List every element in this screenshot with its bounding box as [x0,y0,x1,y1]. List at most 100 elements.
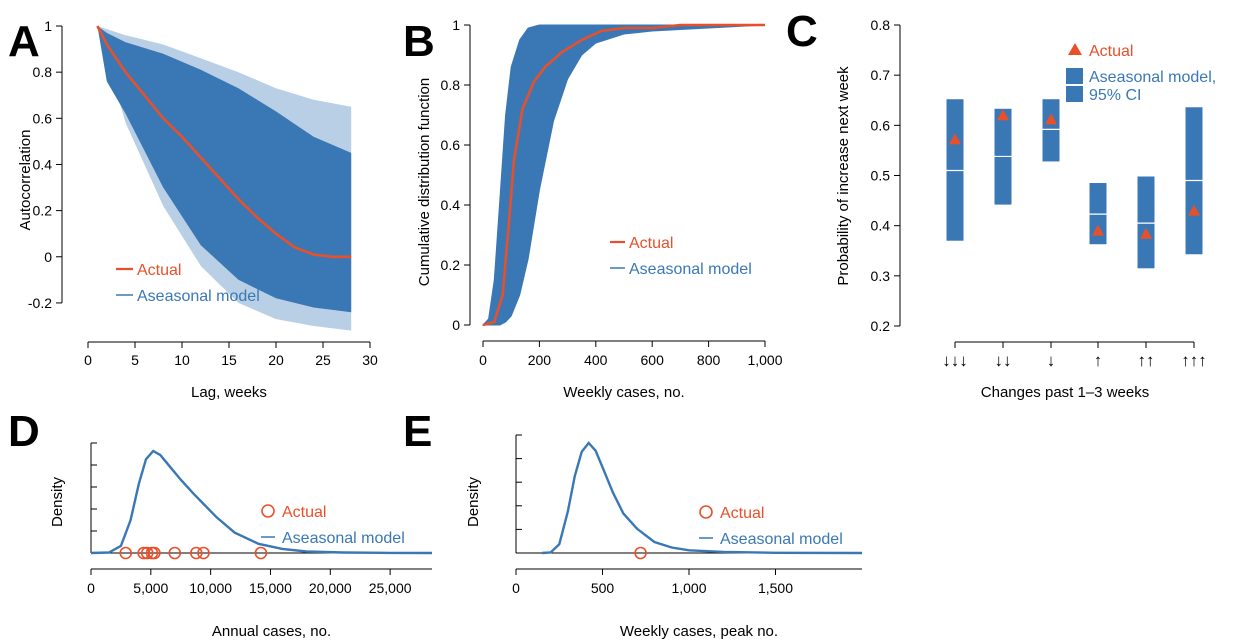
panel-c-ci-bar [1137,176,1155,269]
panel-b-actual-line [482,23,765,327]
panel-c-y-tick-label: 0.5 [871,168,891,184]
panel-c-y-tick-label: 0.4 [871,218,891,234]
panel-b-legend-model-label: Aseasonal model [629,261,752,278]
panel-c-legend-model-swatch-1 [1066,68,1083,84]
panel-d-legend-actual-label: Actual [282,504,326,521]
panel-d-chart: D 0 5,000 10,000 15,000 20,000 25,000 Annual ca… [8,407,433,640]
panel-b-model-band [481,24,766,326]
panel-e-density-curve [541,441,863,555]
panel-b-legend-actual-label: Actual [629,235,673,252]
panel-c-actual-marker [1045,113,1057,125]
panel-e-x-tick-label: 0 [512,580,520,596]
panel-a-x-tick-label: 15 [221,352,237,368]
panel-d-actual-point [189,546,203,560]
panel-c-letter: C [786,7,818,56]
panel-c-y-tick-label: 0.2 [871,318,891,334]
panel-b-y-tick-label: 1 [452,17,460,33]
panel-d-actual-point [148,546,161,560]
panel-a-y-tick-label: 0 [44,249,52,265]
panel-a-y-axis-label: Autocorrelation [17,130,34,231]
panel-e-actual-point [634,546,647,560]
panel-d-actual-point [119,546,132,560]
panel-b-x-axis-label: Weekly cases, no. [563,384,684,401]
panel-a-model-band [97,26,352,313]
panel-a-x-tick-label: 10 [174,352,190,368]
panel-c-actual-marker [1188,204,1200,216]
panel-d-actual-point [168,546,182,560]
panel-b-y-tick-label: 0.4 [441,197,461,213]
panel-a-x-tick-label: 5 [131,352,139,368]
panel-c-category-label: ↑↑ [1138,351,1155,370]
panel-c-legend-model-swatch-2 [1066,86,1083,102]
panel-a-x-tick-label: 0 [84,352,92,368]
panel-a-y-tick-label: 0.8 [33,64,53,80]
panel-b-x-tick-label: 200 [528,352,552,368]
panel-c-category-label: ↓ [1047,351,1056,370]
panel-d-x-axis-label: Annual cases, no. [212,623,331,640]
panel-d-actual-point [254,546,268,560]
panel-d-density-curve [90,449,433,555]
panel-d-legend-actual-swatch [261,504,275,518]
panel-c-chart: C0.20.30.40.50.60.70.8↓↓↓ ↓↓ ↓ ↑ ↑↑ ↑↑↑Change… [786,7,1216,401]
panel-e-chart: E 0 500 1,000 1,500 Weekly cases, peak no. Den… [403,407,863,640]
panel-a-x-tick-label: 25 [315,352,331,368]
panel-d-x-tick-label: 5,000 [133,580,168,596]
panel-b-x-tick-label: 0 [479,352,487,368]
panel-a-x-axis-label: Lag, weeks [191,384,267,401]
panel-c-y-tick-label: 0.6 [871,117,891,133]
panel-b-y-tick-label: 0.6 [441,137,461,153]
panel-e-legend-actual-swatch [699,505,713,519]
panel-c-x-axis-label: Changes past 1–3 weeks [981,384,1149,401]
panel-b-y-tick-label: 0.2 [441,257,461,273]
panel-a-chart: A 0 5 10 15 20 25 30 -0.2 0 0.2 0.4 0.6 0.8 1 Lag, week… [8,17,378,401]
panel-a-actual-line [96,25,352,259]
panel-e-x-tick-label: 1,500 [758,580,793,596]
panel-d-actual-point [197,546,210,560]
panel-d-x-tick-label: 20,000 [309,580,352,596]
panel-d-actual-point [140,546,154,560]
panel-e-y-axis-label: Density [465,476,482,527]
panel-b-x-tick-label: 400 [584,352,608,368]
panel-c-y-tick-label: 0.3 [871,268,891,284]
panel-c-category-label: ↑↑↑ [1181,351,1207,370]
panel-a-x-tick-label: 20 [268,352,284,368]
panel-a-y-tick-label: 0.6 [33,110,53,126]
panel-d-letter: D [8,407,40,456]
panel-b-y-tick-label: 0.8 [441,77,461,93]
panel-c-ci-bar [1042,99,1060,162]
panel-d-x-tick-label: 0 [87,580,95,596]
panel-e-legend-actual-label: Actual [720,505,764,522]
panel-c-y-axis-label: Probability of increase next week [835,66,852,286]
panel-a-y-tick-label: -0.2 [28,295,52,311]
panel-c-category-label: ↓↓ [995,351,1012,370]
panel-c-actual-marker [949,133,961,145]
panel-b-x-tick-label: 800 [697,352,721,368]
panel-b-x-tick-label: 600 [641,352,665,368]
panel-a-letter: A [8,17,40,66]
panel-a-legend-actual-label: Actual [137,262,181,279]
panel-e-legend-model-label: Aseasonal model [720,531,843,548]
panel-e-letter: E [403,407,432,456]
panel-c-legend-actual-label: Actual [1089,43,1133,60]
panel-b-y-axis-label: Cumulative distribution function [416,78,433,286]
panel-a-y-tick-label: 0.4 [33,156,53,172]
panel-a-y-tick-label: 1 [44,18,52,34]
panel-c-legend-model-label-1: Aseasonal model, [1089,69,1216,86]
panel-a-x-tick-label: 30 [362,352,378,368]
panel-c-actual-marker [1140,227,1152,239]
panel-e-x-axis-label: Weekly cases, peak no. [620,623,778,640]
panel-a-y-tick-label: 0.2 [33,203,53,219]
panel-d-legend-model-label: Aseasonal model [282,530,405,547]
panel-e-x-tick-label: 500 [591,580,615,596]
panel-c-category-label: ↑ [1094,351,1103,370]
panel-b-y-tick-label: 0 [452,317,460,333]
panel-d-x-tick-label: 25,000 [369,580,412,596]
panel-c-legend-actual-swatch [1068,43,1082,55]
panel-c-y-tick-label: 0.7 [871,67,891,83]
panel-e-x-tick-label: 1,000 [671,580,706,596]
panel-c-actual-marker [1092,224,1104,236]
panel-d-x-tick-label: 15,000 [249,580,292,596]
panel-d-x-tick-label: 10,000 [189,580,232,596]
panel-d-y-axis-label: Density [49,476,66,527]
